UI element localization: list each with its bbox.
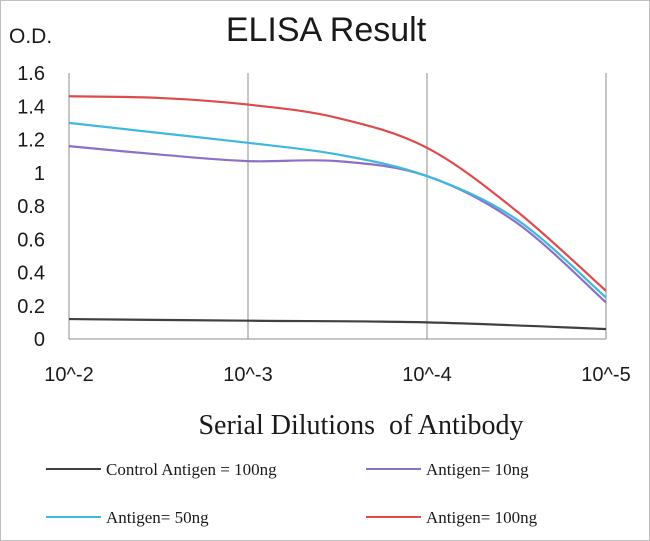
- y-tick-label: 1: [34, 163, 45, 185]
- y-axis-label: O.D.: [9, 25, 52, 48]
- axes: [68, 73, 606, 340]
- legend-item: Antigen= 100ng: [366, 508, 538, 527]
- y-tick-label: 0.8: [17, 196, 45, 218]
- tick-labels: 0 0.2 0.4 0.6 0.8 1 1.2 1.4 1.6 10^-2 10^-3 10^-4 10…: [17, 63, 631, 386]
- y-tick-label: 1.2: [17, 130, 45, 152]
- y-tick-label: 0.2: [17, 296, 45, 318]
- legend-item: Control Antigen = 100ng: [46, 460, 277, 479]
- legend-label: Antigen= 100ng: [426, 508, 538, 527]
- legend-label: Control Antigen = 100ng: [106, 460, 277, 479]
- y-tick-label: 1.6: [17, 63, 45, 85]
- series-line-2: [68, 145, 607, 304]
- chart-title: ELISA Result: [226, 11, 427, 49]
- legend-item: Antigen= 10ng: [366, 460, 529, 479]
- y-tick-label: 1.4: [17, 96, 45, 118]
- x-tick-label: 10^-3: [223, 364, 272, 386]
- grid: [247, 73, 607, 339]
- legend: Control Antigen = 100ng Antigen= 10ng Anti…: [46, 460, 538, 527]
- y-tick-label: 0.6: [17, 229, 45, 251]
- legend-label: Antigen= 50ng: [106, 508, 209, 527]
- series-line-3: [68, 121, 607, 299]
- series-line-4: [68, 95, 607, 292]
- y-tick-label: 0.4: [17, 263, 45, 285]
- legend-item: Antigen= 50ng: [46, 508, 209, 527]
- y-tick-label: 0: [34, 329, 45, 351]
- series-lines: [68, 95, 607, 331]
- x-tick-label: 10^-4: [402, 364, 451, 386]
- x-tick-label: 10^-2: [44, 364, 93, 386]
- series-line-1: [68, 317, 607, 331]
- x-axis-label: Serial Dilutions of Antibody: [198, 410, 523, 441]
- x-tick-label: 10^-5: [581, 364, 630, 386]
- legend-label: Antigen= 10ng: [426, 460, 529, 479]
